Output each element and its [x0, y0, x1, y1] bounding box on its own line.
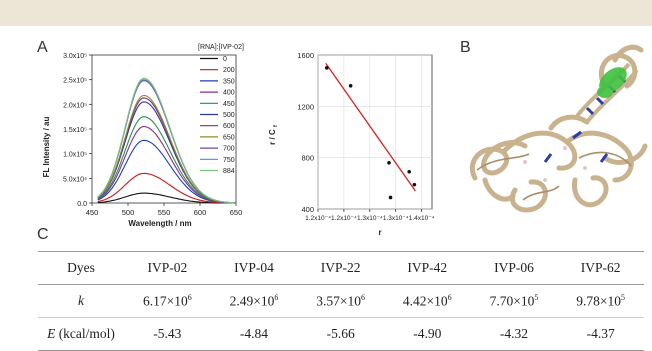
y-tick-label: 2.5x10⁵ [63, 78, 87, 85]
header-label: Dyes [38, 251, 124, 285]
spectrum-line [97, 77, 235, 204]
y-tick-label: 1.5x10⁵ [63, 127, 87, 134]
k-label: k [78, 293, 84, 308]
y-tick-label: 400 [301, 205, 314, 214]
k-value: 3.57×106 [316, 292, 366, 309]
legend-entry-label: 650 [223, 134, 235, 141]
k-value: 9.78×105 [576, 292, 626, 309]
x-tick-label: 1.2x10⁻⁴ [331, 215, 357, 222]
x-axis-label: Wavelength / nm [128, 219, 191, 228]
spectrum-line [97, 172, 235, 204]
panel-label-a: A [37, 39, 48, 56]
e-value: -5.43 [124, 317, 211, 351]
y-tick-label: 5.0x10⁴ [63, 176, 87, 183]
data-point [325, 66, 329, 70]
x-tick-label: 1.2x10⁻⁴ [305, 215, 331, 222]
legend-entry-label: 450 [223, 101, 235, 108]
fluorescence-spectra-chart: 0.0 5.0x10⁴ 1.0x10⁵ 1.5x10⁵ 2.0x10⁵ 2.5x10⁵ 3.… [42, 44, 244, 228]
spectrum-line [97, 79, 235, 204]
e-value: -4.90 [383, 317, 471, 351]
legend-entry-label: 700 [223, 146, 235, 153]
e-value: -4.84 [210, 317, 298, 351]
data-point [407, 169, 411, 174]
data-point [412, 182, 417, 187]
spectrum-line [97, 80, 235, 204]
x-tick-label: 1.4x10⁻⁴ [409, 215, 435, 222]
dye-header-3: IVP-22 [297, 251, 384, 285]
legend-entry-label: 500 [223, 112, 235, 119]
y-tick-label: 800 [301, 154, 314, 163]
e-value: -4.32 [470, 317, 558, 351]
legend-entry-label: 600 [223, 123, 235, 130]
legend-entry-label: 400 [223, 90, 235, 97]
data-point [388, 195, 393, 200]
x-tick-label: 650 [230, 208, 243, 217]
y-tick-label: 1.0x10⁵ [63, 152, 87, 159]
x-tick-label: 1.3x10⁻⁴ [357, 215, 383, 222]
legend-title: [RNA]:[IVP-02] [198, 44, 244, 51]
dye-header-2: IVP-04 [210, 251, 298, 285]
y-tick-label: 1600 [297, 51, 314, 60]
page-header-band [0, 0, 652, 26]
e-label: E (kcal/mol) [38, 317, 124, 351]
y-tick-label: 3.0x10⁵ [63, 53, 87, 60]
legend-entry-label: 350 [223, 78, 235, 85]
spectrum-line [97, 94, 235, 204]
x-tick-label: 550 [158, 208, 171, 217]
y-axis-label-subscript: f [273, 125, 279, 127]
y-tick-label: 0.0 [77, 201, 87, 208]
x-tick-label: 1.3x10⁻⁴ [383, 215, 409, 222]
protein-rna-structure-image [469, 44, 648, 213]
x-axis-label: r [378, 228, 381, 237]
y-axis-label: FL Intensity / au [42, 117, 51, 178]
legend-entry-label: 0 [223, 56, 227, 63]
dye-header-1: IVP-02 [124, 251, 211, 285]
x-tick-label: 600 [194, 208, 207, 217]
table-row-k: k 6.17×106 2.49×106 3.57×106 4.42×106 7.… [38, 285, 644, 318]
table-row-e: E (kcal/mol) -5.43 -4.84 -5.66 -4.90 -4.… [38, 317, 644, 351]
data-point [387, 161, 391, 165]
panel-label-c: C [37, 226, 49, 243]
data-point [348, 84, 353, 88]
binding-constants-table: Dyes IVP-02 IVP-04 IVP-22 IVP-42 IVP-06 … [38, 251, 644, 351]
y-axis-label: r / C f [268, 125, 279, 145]
dye-header-5: IVP-06 [470, 251, 558, 285]
legend-entry-label: 750 [223, 157, 235, 164]
dye-header-4: IVP-42 [383, 251, 471, 285]
table-header-row: Dyes IVP-02 IVP-04 IVP-22 IVP-42 IVP-06 … [38, 251, 644, 285]
k-value: 6.17×106 [142, 292, 192, 309]
x-tick-label: 500 [122, 208, 135, 217]
k-value: 7.70×105 [489, 292, 539, 309]
y-tick-label: 2.0x10⁵ [63, 102, 87, 109]
spectrum-line [97, 192, 235, 204]
legend-entry-label: 200 [223, 67, 235, 74]
e-value: -4.37 [557, 317, 644, 351]
dye-header-6: IVP-62 [557, 251, 644, 285]
k-value: 4.42×106 [402, 292, 452, 309]
y-tick-label: 1200 [297, 102, 314, 111]
panel-label-b: B [460, 39, 471, 56]
x-tick-label: 450 [86, 208, 99, 217]
legend-entry-label: 884 [223, 168, 235, 175]
e-value: -5.66 [297, 317, 384, 351]
linear-fit-line [325, 62, 416, 192]
k-value: 2.49×106 [229, 292, 279, 309]
